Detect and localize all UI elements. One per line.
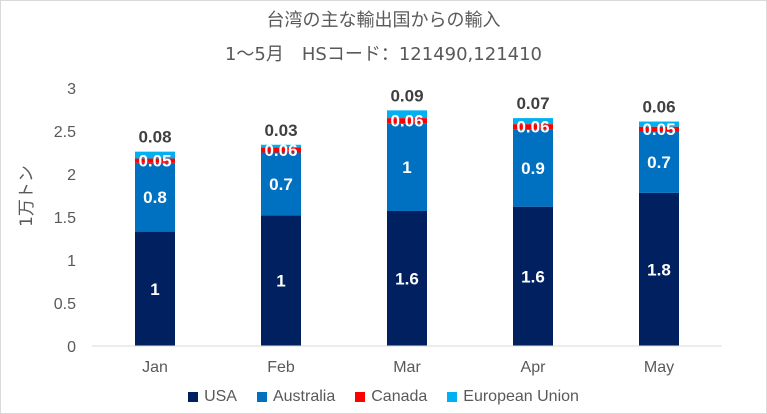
bar-european-union-apr bbox=[513, 118, 553, 125]
bar-usa-mar bbox=[387, 210, 427, 346]
data-label-canada: 0.06 bbox=[390, 112, 423, 131]
bar-european-union-jan bbox=[135, 151, 175, 159]
legend-item: USA bbox=[188, 388, 237, 406]
data-label-european-union: 0.03 bbox=[264, 121, 297, 140]
y-tick-label: 1 bbox=[67, 253, 76, 270]
legend-label: Australia bbox=[272, 388, 336, 405]
legend-item: European Union bbox=[447, 388, 579, 406]
y-axis-label: 1万トン bbox=[17, 165, 37, 227]
x-tick-label: Mar bbox=[393, 359, 421, 376]
bar-australia-feb bbox=[261, 152, 301, 216]
data-label-usa: 1.6 bbox=[521, 267, 545, 286]
legend-item: Canada bbox=[355, 388, 427, 406]
legend-label: European Union bbox=[463, 388, 579, 405]
data-label-canada: 0.05 bbox=[642, 120, 675, 139]
data-label-canada: 0.06 bbox=[516, 118, 549, 137]
bar-canada-mar bbox=[387, 118, 427, 124]
bar-european-union-feb bbox=[261, 144, 301, 148]
x-tick-label: May bbox=[644, 359, 674, 376]
x-tick-label: Jan bbox=[142, 359, 168, 376]
x-tick-label: Apr bbox=[521, 359, 547, 376]
data-label-australia: 0.7 bbox=[269, 175, 293, 194]
bar-usa-jan bbox=[135, 231, 175, 346]
y-tick-label: 0 bbox=[67, 339, 76, 356]
legend-swatch bbox=[188, 392, 199, 402]
bar-canada-apr bbox=[513, 124, 553, 130]
bar-usa-apr bbox=[513, 206, 553, 346]
bar-canada-feb bbox=[261, 147, 301, 153]
data-label-canada: 0.05 bbox=[138, 152, 171, 171]
y-tick-label: 2.5 bbox=[54, 124, 76, 141]
legend: USA Australia Canada European Union bbox=[0, 388, 767, 406]
data-label-usa: 1 bbox=[150, 280, 159, 299]
bar-european-union-mar bbox=[387, 110, 427, 119]
bar-australia-apr bbox=[513, 129, 553, 207]
data-label-usa: 1.6 bbox=[395, 269, 419, 288]
data-label-australia: 0.7 bbox=[647, 153, 671, 172]
legend-swatch bbox=[256, 392, 267, 402]
data-label-usa: 1 bbox=[276, 272, 285, 291]
data-label-european-union: 0.06 bbox=[642, 98, 675, 117]
data-label-canada: 0.06 bbox=[264, 141, 297, 160]
data-label-european-union: 0.09 bbox=[390, 86, 423, 105]
chart-subtitle: 1～5月 HSコード：121490,121410 bbox=[224, 44, 542, 65]
y-axis-ticks: 0 0.5 1 1.5 2 2.5 3 bbox=[54, 81, 76, 356]
legend-label: Canada bbox=[371, 388, 428, 405]
y-tick-label: 2 bbox=[67, 167, 76, 184]
data-label-australia: 0.9 bbox=[521, 159, 545, 178]
legend-swatch bbox=[447, 392, 458, 402]
legend-item: Australia bbox=[256, 388, 336, 406]
bar-canada-may bbox=[639, 126, 679, 131]
data-label-european-union: 0.08 bbox=[138, 128, 171, 147]
data-label-australia: 0.8 bbox=[143, 188, 167, 207]
bar-canada-jan bbox=[135, 158, 175, 163]
legend-label: USA bbox=[204, 388, 237, 405]
y-tick-label: 3 bbox=[67, 81, 76, 98]
legend-swatch bbox=[355, 392, 366, 402]
bar-european-union-may bbox=[639, 121, 679, 127]
bar-usa-feb bbox=[261, 215, 301, 346]
bar-usa-may bbox=[639, 192, 679, 346]
y-tick-label: 0.5 bbox=[54, 296, 76, 313]
bar-australia-may bbox=[639, 131, 679, 193]
data-label-australia: 1 bbox=[402, 158, 411, 177]
chart-title: 台湾の主な輸出国からの輸入 bbox=[266, 10, 501, 31]
x-tick-label: Feb bbox=[267, 359, 295, 376]
bar-australia-jan bbox=[135, 162, 175, 232]
data-label-european-union: 0.07 bbox=[516, 94, 549, 113]
y-tick-label: 1.5 bbox=[54, 210, 76, 227]
bars: 10.80.050.0810.70.060.031.610.060.091.60… bbox=[135, 86, 679, 346]
bar-australia-mar bbox=[387, 123, 427, 211]
data-label-usa: 1.8 bbox=[647, 260, 671, 279]
x-axis-ticks: Jan Feb Mar Apr May bbox=[142, 359, 674, 376]
